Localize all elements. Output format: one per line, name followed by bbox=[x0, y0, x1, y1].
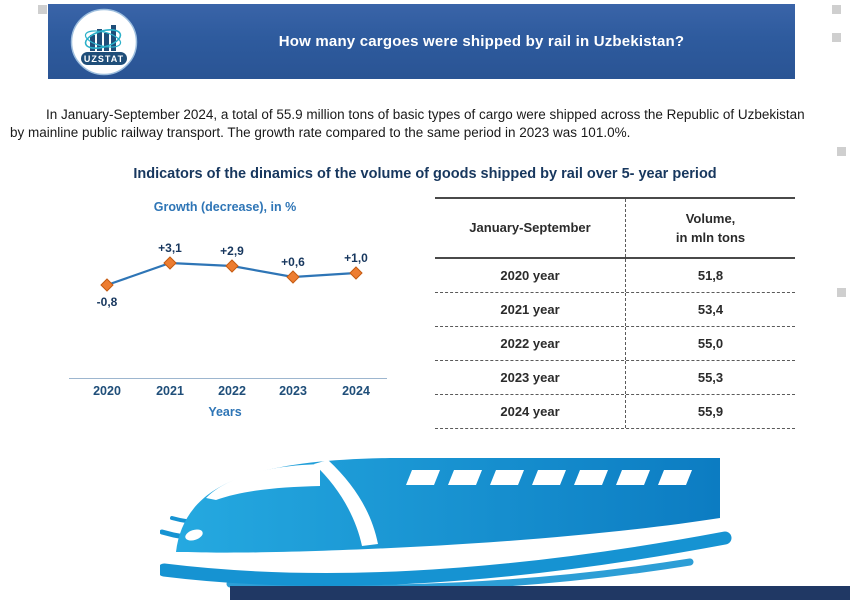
section-title: Indicators of the dinamics of the volume… bbox=[133, 166, 717, 182]
table-header-row: January-September Volume, in mln tons bbox=[435, 197, 795, 259]
chart-title: Growth (decrease), in % bbox=[153, 200, 297, 214]
page-title: How many cargoes were shipped by rail in… bbox=[278, 33, 685, 50]
x-tick-2021: 2021 bbox=[156, 384, 184, 398]
train-window bbox=[616, 470, 650, 485]
row-volume: 53,4 bbox=[625, 293, 795, 326]
logo-globe-icon bbox=[84, 30, 122, 48]
uzstat-logo: UZSTAT bbox=[70, 8, 138, 76]
logo-text: UZSTAT bbox=[84, 54, 124, 64]
column-header-period: January-September bbox=[469, 220, 591, 236]
column-header-volume-line2: in mln tons bbox=[675, 230, 746, 245]
train-window bbox=[406, 470, 440, 485]
logo-bar-icon bbox=[104, 33, 109, 51]
marker-diamond-2022 bbox=[225, 259, 239, 273]
row-volume: 55,3 bbox=[625, 361, 795, 394]
data-label-2023: +0,6 bbox=[281, 255, 305, 269]
data-label-2021: +3,1 bbox=[158, 241, 182, 255]
x-axis-line bbox=[69, 378, 387, 379]
data-label-2024: +1,0 bbox=[344, 251, 368, 265]
x-tick-2020: 2020 bbox=[93, 384, 121, 398]
train-window bbox=[574, 470, 608, 485]
x-axis-title: Years bbox=[208, 405, 242, 419]
table-row: 2021 year 53,4 bbox=[435, 293, 795, 327]
table-row: 2020 year 51,8 bbox=[435, 259, 795, 293]
train-headlight bbox=[185, 529, 203, 541]
row-year: 2022 year bbox=[500, 336, 560, 351]
table-row: 2024 year 55,9 bbox=[435, 395, 795, 429]
data-label-2022: +2,9 bbox=[220, 244, 244, 258]
row-volume: 55,9 bbox=[625, 395, 795, 428]
resize-handle[interactable] bbox=[38, 5, 47, 14]
table-row: 2022 year 55,0 bbox=[435, 327, 795, 361]
column-header-volume: Volume, in mln tons bbox=[625, 199, 795, 257]
x-tick-2023: 2023 bbox=[279, 384, 307, 398]
resize-handle[interactable] bbox=[837, 288, 846, 297]
table-row: 2023 year 55,3 bbox=[435, 361, 795, 395]
column-header-volume-line1: Volume, bbox=[685, 210, 736, 226]
train-illustration bbox=[157, 432, 735, 592]
train-icon bbox=[157, 458, 732, 592]
marker-diamond-2020 bbox=[100, 278, 114, 292]
growth-line-chart: Growth (decrease), in % -0,8 +3,1 +2,9 +… bbox=[55, 192, 395, 432]
train-window bbox=[658, 470, 692, 485]
train-window bbox=[532, 470, 566, 485]
train-window bbox=[490, 470, 524, 485]
logo-ribbon bbox=[81, 52, 127, 65]
intro-paragraph: In January-September 2024, a total of 55… bbox=[10, 106, 805, 141]
marker-diamond-2023 bbox=[286, 270, 300, 284]
row-year: 2023 year bbox=[500, 370, 560, 385]
row-volume: 51,8 bbox=[625, 259, 795, 292]
logo-bar-icon bbox=[97, 29, 102, 51]
uzstat-logo-icon: UZSTAT bbox=[70, 8, 138, 76]
marker-diamond-2021 bbox=[163, 256, 177, 270]
volume-table: January-September Volume, in mln tons 20… bbox=[435, 197, 795, 429]
train-windshield bbox=[206, 464, 320, 500]
resize-handle[interactable] bbox=[832, 5, 841, 14]
x-tick-2024: 2024 bbox=[342, 384, 370, 398]
under-swoosh bbox=[157, 531, 732, 586]
train-window bbox=[448, 470, 482, 485]
x-tick-2022: 2022 bbox=[218, 384, 246, 398]
marker-diamond-2024 bbox=[349, 266, 363, 280]
train-stripe bbox=[314, 460, 378, 546]
resize-handle[interactable] bbox=[832, 33, 841, 42]
header-band: UZSTAT How many cargoes were shipped by … bbox=[48, 4, 795, 79]
resize-handle[interactable] bbox=[837, 147, 846, 156]
line-chart-plot bbox=[100, 256, 363, 292]
data-label-2020: -0,8 bbox=[96, 295, 118, 309]
row-year: 2020 year bbox=[500, 268, 560, 283]
row-volume: 55,0 bbox=[625, 327, 795, 360]
bottom-accent-bar bbox=[230, 586, 850, 600]
logo-bar-icon bbox=[111, 25, 116, 51]
row-year: 2021 year bbox=[500, 302, 560, 317]
row-year: 2024 year bbox=[500, 404, 560, 419]
